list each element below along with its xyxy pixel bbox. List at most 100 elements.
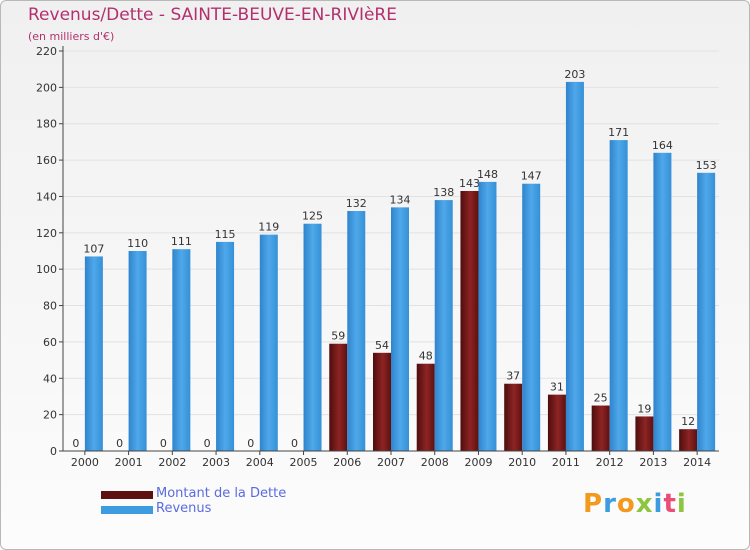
x-tick-label: 2004: [246, 456, 274, 469]
revenue-value-label: 125: [302, 210, 323, 223]
proxiti-logo: Proxiti: [583, 489, 687, 519]
revenue-value-label: 153: [696, 159, 717, 172]
revenue-value-label: 132: [346, 197, 367, 210]
debt-value-label: 0: [116, 437, 123, 450]
y-tick-label: 180: [36, 118, 57, 131]
y-tick-label: 0: [50, 445, 57, 458]
x-tick-label: 2009: [464, 456, 492, 469]
revenue-bar: [172, 249, 191, 451]
debt-bar: [329, 343, 348, 451]
logo-letter: o: [616, 489, 636, 519]
revenue-bar: [216, 241, 235, 451]
legend-swatch-dette: [101, 491, 153, 499]
revenue-value-label: 164: [652, 139, 673, 152]
y-tick-label: 20: [43, 409, 57, 422]
debt-bar: [679, 429, 698, 451]
debt-value-label: 54: [375, 339, 389, 352]
y-tick-label: 160: [36, 154, 57, 167]
debt-value-label: 31: [550, 381, 564, 394]
logo-letter: i: [653, 489, 664, 519]
x-tick-label: 2010: [508, 456, 536, 469]
legend-label-dette: Montant de la Dette: [156, 486, 287, 501]
y-tick-label: 200: [36, 81, 57, 94]
revenue-value-label: 134: [390, 193, 411, 206]
x-tick-label: 2006: [333, 456, 361, 469]
debt-bar: [591, 405, 610, 451]
x-tick-label: 2008: [421, 456, 449, 469]
revenue-value-label: 203: [564, 68, 585, 81]
revenue-value-label: 107: [83, 242, 104, 255]
chart-title: Revenus/Dette - SAINTE-BEUVE-EN-RIVIèRE: [28, 5, 397, 25]
debt-bar: [635, 416, 654, 451]
legend-swatch-revenus: [101, 506, 153, 514]
logo-letter: r: [603, 489, 617, 519]
revenue-value-label: 110: [127, 237, 148, 250]
revenue-value-label: 148: [477, 168, 498, 181]
revenue-bar: [609, 140, 628, 451]
revenue-bar: [303, 223, 322, 451]
y-tick-label: 40: [43, 372, 57, 385]
revenue-value-label: 115: [215, 228, 236, 241]
bars: 0 107 0 110 0 111 0 115 0 119 0 125 59 132 54 134 48 138 1…: [72, 68, 717, 451]
x-tick-label: 2007: [377, 456, 405, 469]
y-axis: 0 20 40 60 80 100 120 140 160 180 200 220: [36, 45, 64, 458]
debt-bar: [504, 383, 523, 451]
revenue-bar: [391, 207, 409, 451]
debt-value-label: 0: [204, 437, 211, 450]
x-tick-label: 2011: [552, 456, 580, 469]
x-tick-label: 2012: [596, 456, 624, 469]
revenue-bar: [434, 200, 453, 451]
revenue-value-label: 138: [433, 186, 454, 199]
x-tick-label: 2003: [202, 456, 230, 469]
logo-letter: x: [635, 489, 654, 519]
x-tick-label: 2005: [290, 456, 318, 469]
debt-value-label: 48: [419, 350, 433, 363]
debt-value-label: 59: [331, 330, 345, 343]
revenue-bar: [478, 181, 497, 451]
debt-value-label: 0: [247, 437, 254, 450]
debt-bar: [547, 394, 566, 451]
logo-letter: i: [676, 489, 687, 519]
x-tick-label: 2014: [683, 456, 711, 469]
debt-value-label: 19: [637, 402, 651, 415]
debt-value-label: 37: [506, 370, 520, 383]
debt-bar: [460, 191, 479, 451]
debt-value-label: 0: [72, 437, 79, 450]
debt-value-label: 0: [291, 437, 298, 450]
revenue-value-label: 111: [171, 235, 192, 248]
logo-letter: P: [583, 489, 604, 519]
revenue-bar: [347, 211, 366, 451]
revenue-bar: [522, 183, 541, 451]
revenue-bar: [84, 256, 103, 451]
chart-subtitle: (en milliers d'€): [28, 30, 115, 43]
x-axis: 2000 2001 2002 2003 2004 2005 2006 2007 2008 2009…: [63, 450, 719, 469]
debt-bar: [373, 352, 391, 451]
y-tick-label: 120: [36, 227, 57, 240]
y-tick-label: 140: [36, 190, 57, 203]
revenue-bar: [697, 172, 716, 451]
y-tick-label: 220: [36, 45, 57, 58]
revenue-bar: [128, 251, 147, 451]
debt-value-label: 143: [459, 177, 480, 190]
y-tick-label: 60: [43, 336, 57, 349]
y-tick-label: 100: [36, 263, 57, 276]
x-tick-label: 2001: [115, 456, 143, 469]
debt-value-label: 25: [594, 392, 608, 405]
x-tick-label: 2002: [158, 456, 186, 469]
y-tick-label: 80: [43, 300, 57, 313]
debt-value-label: 0: [160, 437, 167, 450]
revenue-bar: [565, 81, 584, 451]
revenue-value-label: 119: [258, 221, 279, 234]
debt-value-label: 12: [681, 415, 695, 428]
x-tick-label: 2013: [639, 456, 667, 469]
logo-letter: t: [663, 489, 677, 519]
revenue-value-label: 171: [608, 126, 629, 139]
revenue-value-label: 147: [521, 170, 542, 183]
revenue-bar: [653, 152, 672, 451]
x-tick-label: 2000: [71, 456, 99, 469]
debt-bar: [416, 363, 435, 451]
revenue-bar: [259, 234, 278, 451]
legend-label-revenus: Revenus: [156, 501, 212, 516]
